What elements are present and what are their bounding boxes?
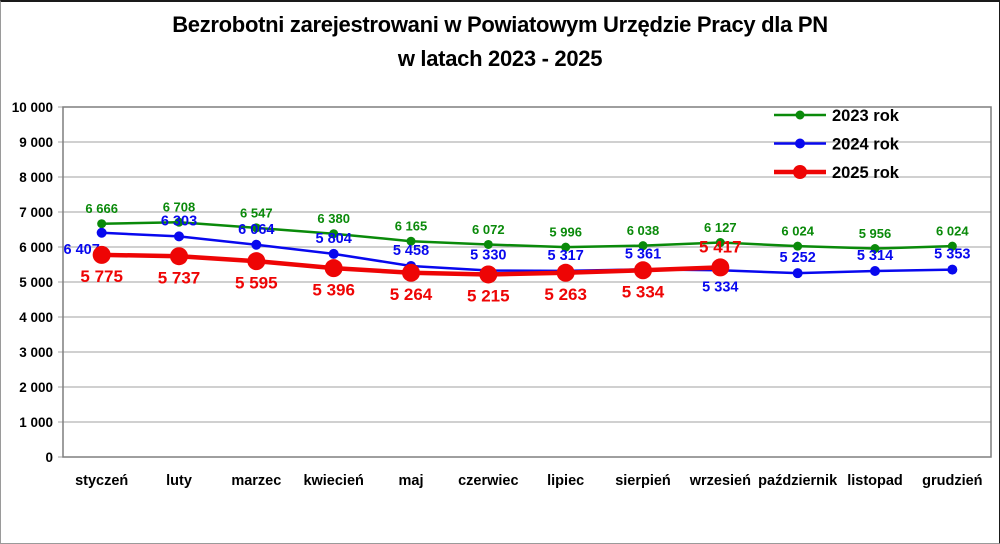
data-point-label-2024-rok: 5 361 xyxy=(625,246,661,262)
data-point-label-2023-rok: 6 708 xyxy=(163,200,196,215)
legend-marker-2024-rok xyxy=(795,138,805,149)
data-point-label-2024-rok: 5 353 xyxy=(934,247,970,263)
data-point-marker-2025-rok xyxy=(247,252,266,271)
data-point-marker-2023-rok xyxy=(251,223,261,233)
chart-title-line1: Bezrobotni zarejestrowani w Powiatowym U… xyxy=(172,12,828,37)
data-point-marker-2023-rok xyxy=(329,229,339,239)
x-axis-month-label: luty xyxy=(166,473,192,489)
data-point-marker-2023-rok xyxy=(715,238,725,248)
data-point-label-2024-rok: 5 458 xyxy=(393,243,429,259)
data-point-label-2025-rok: 5 264 xyxy=(390,285,433,304)
y-axis-tick-label: 6 000 xyxy=(19,240,53,255)
y-axis-tick-label: 10 000 xyxy=(12,100,53,115)
data-point-label-2024-rok: 6 407 xyxy=(64,242,100,258)
data-point-marker-2024-rok xyxy=(96,227,107,238)
data-point-marker-2023-rok xyxy=(793,241,803,251)
data-point-label-2025-rok: 5 595 xyxy=(235,273,278,292)
data-point-label-2025-rok: 5 417 xyxy=(699,237,742,256)
data-point-marker-2025-rok xyxy=(402,263,420,282)
data-point-label-2024-rok: 5 317 xyxy=(548,248,584,264)
data-point-marker-2023-rok xyxy=(97,219,107,229)
x-axis-month-label: marzec xyxy=(231,473,281,489)
data-point-label-2024-rok: 6 303 xyxy=(161,213,197,229)
data-point-label-2023-rok: 6 127 xyxy=(704,220,737,235)
legend-marker-2023-rok xyxy=(795,110,805,120)
data-point-marker-2025-rok xyxy=(92,245,111,264)
x-axis-month-label: lipiec xyxy=(547,473,584,489)
data-point-marker-2025-rok xyxy=(324,259,343,278)
data-point-label-2023-rok: 6 024 xyxy=(781,224,814,239)
y-axis-tick-label: 1 000 xyxy=(19,415,53,430)
legend-label-2024-rok: 2024 rok xyxy=(832,136,900,154)
data-point-label-2025-rok: 5 396 xyxy=(312,280,355,299)
x-axis-month-label: listopad xyxy=(847,473,903,489)
data-point-marker-2025-rok xyxy=(479,265,498,284)
data-point-label-2023-rok: 6 547 xyxy=(240,205,273,220)
y-axis-tick-label: 9 000 xyxy=(19,135,53,150)
data-point-label-2023-rok: 5 996 xyxy=(549,225,582,240)
legend-label-2025-rok: 2025 rok xyxy=(832,164,900,182)
series-line-2024-rok xyxy=(101,231,953,275)
x-axis-month-label: kwiecień xyxy=(303,473,363,489)
y-axis-tick-label: 0 xyxy=(45,450,53,465)
data-point-label-2024-rok: 5 330 xyxy=(470,247,506,263)
data-point-label-2024-rok: 5 804 xyxy=(316,231,352,247)
data-point-marker-2025-rok xyxy=(634,261,652,280)
x-axis-month-label: maj xyxy=(399,473,424,489)
y-axis-tick-label: 4 000 xyxy=(19,310,53,325)
data-point-marker-2024-rok xyxy=(251,239,262,250)
data-point-marker-2024-rok xyxy=(328,248,339,259)
data-point-label-2024-rok: 5 252 xyxy=(780,250,816,266)
data-point-marker-2025-rok xyxy=(170,247,188,266)
x-axis-month-label: grudzień xyxy=(922,473,982,489)
data-point-label-2023-rok: 6 072 xyxy=(472,222,505,237)
y-axis-tick-label: 5 000 xyxy=(19,275,53,290)
data-point-marker-2024-rok xyxy=(792,268,803,279)
y-axis-tick-label: 3 000 xyxy=(19,345,53,360)
data-point-marker-2023-rok xyxy=(947,241,957,251)
data-point-marker-2023-rok xyxy=(561,242,571,252)
data-point-label-2023-rok: 6 165 xyxy=(395,219,428,234)
x-axis-month-label: czerwiec xyxy=(458,473,518,489)
data-point-marker-2024-rok xyxy=(870,266,880,277)
data-point-label-2023-rok: 6 380 xyxy=(317,211,350,226)
data-point-label-2024-rok: 6 064 xyxy=(238,222,274,238)
data-point-label-2025-rok: 5 215 xyxy=(467,287,510,306)
data-point-marker-2023-rok xyxy=(174,217,184,227)
data-point-label-2025-rok: 5 263 xyxy=(544,285,587,304)
legend-label-2023-rok: 2023 rok xyxy=(832,107,900,125)
data-point-label-2025-rok: 5 737 xyxy=(158,268,201,287)
data-point-label-2024-rok: 5 334 xyxy=(702,280,738,296)
data-point-label-2023-rok: 6 024 xyxy=(936,224,969,239)
data-point-marker-2025-rok xyxy=(556,263,575,282)
data-point-marker-2025-rok xyxy=(711,258,730,277)
plot-border xyxy=(62,106,992,458)
x-axis-month-label: styczeń xyxy=(75,473,128,489)
chart-title: Bezrobotni zarejestrowani w Powiatowym U… xyxy=(1,8,999,76)
data-point-marker-2023-rok xyxy=(638,241,648,251)
data-point-label-2025-rok: 5 334 xyxy=(622,283,665,302)
data-point-label-2025-rok: 5 775 xyxy=(80,267,123,286)
data-point-label-2023-rok: 6 038 xyxy=(627,223,660,238)
x-axis-month-label: październik xyxy=(758,473,838,489)
data-point-label-2023-rok: 6 666 xyxy=(85,201,118,216)
data-point-marker-2023-rok xyxy=(870,244,880,254)
data-point-marker-2023-rok xyxy=(483,239,493,249)
data-point-marker-2024-rok xyxy=(947,264,958,275)
y-axis-tick-label: 7 000 xyxy=(19,205,53,220)
x-axis-month-label: sierpień xyxy=(615,473,671,489)
y-axis-tick-label: 8 000 xyxy=(19,170,53,185)
data-point-label-2024-rok: 5 314 xyxy=(857,248,893,264)
legend-marker-2025-rok xyxy=(793,165,807,179)
series-line-2023-rok xyxy=(101,220,953,250)
data-point-marker-2023-rok xyxy=(406,236,416,246)
data-point-marker-2024-rok xyxy=(174,231,184,242)
data-point-label-2023-rok: 5 956 xyxy=(859,226,892,241)
x-axis-month-label: wrzesień xyxy=(689,473,751,489)
chart-title-line2: w latach 2023 - 2025 xyxy=(397,46,603,71)
y-axis-tick-label: 2 000 xyxy=(19,380,53,395)
